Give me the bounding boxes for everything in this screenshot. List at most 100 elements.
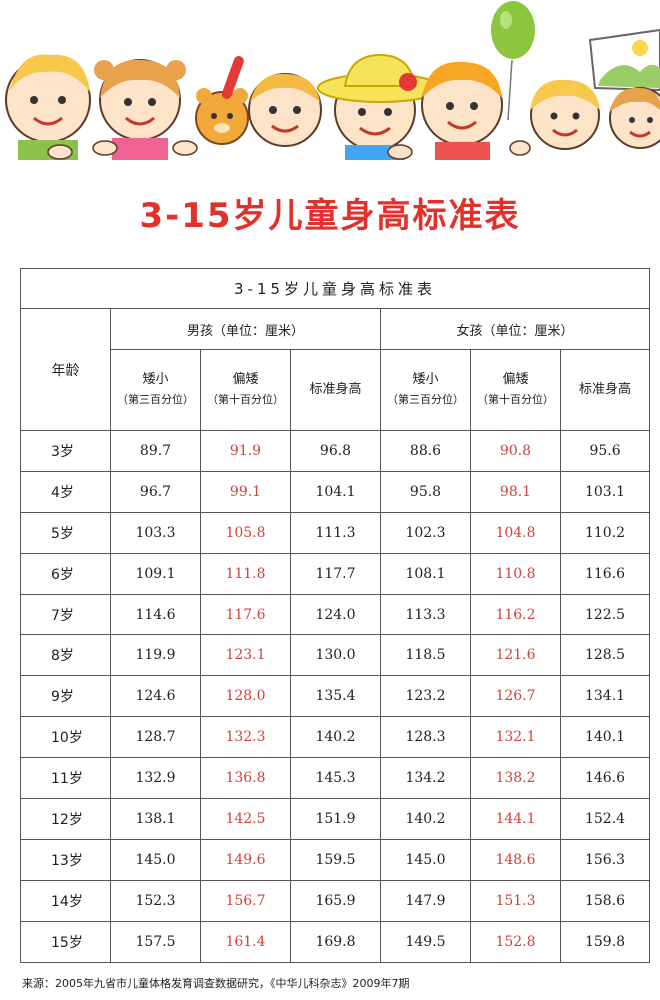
girl-low-cell: 121.6 xyxy=(470,634,561,677)
girl-standard-cell: 110.2 xyxy=(559,511,651,554)
boy-short-cell: 103.3 xyxy=(110,511,201,554)
girl-short-cell: 118.5 xyxy=(380,634,471,677)
age-cell: 7岁 xyxy=(20,593,111,636)
source-note: 来源：2005年九省市儿童体格发育调查数据研究，《中华儿科杂志》2009年7期 xyxy=(22,977,410,990)
girl-standard-cell: 158.6 xyxy=(559,879,651,922)
girls-header: 女孩（单位：厘米） xyxy=(379,308,651,350)
age-header: 年龄 xyxy=(20,308,111,431)
girl-low-cell: 148.6 xyxy=(470,838,561,881)
girl-standard-cell: 140.1 xyxy=(559,716,651,759)
boy-short-cell: 96.7 xyxy=(110,470,201,513)
girl-low-cell: 144.1 xyxy=(470,798,561,840)
girl-short-cell: 102.3 xyxy=(380,511,471,554)
girl-short-cell: 128.3 xyxy=(380,716,471,759)
age-cell: 5岁 xyxy=(20,511,111,554)
boy-low-cell: 111.8 xyxy=(200,552,291,595)
boy-standard-cell: 124.0 xyxy=(290,593,381,636)
boy-standard-cell: 159.5 xyxy=(290,838,381,881)
table-title: 3-15岁儿童身高标准表 xyxy=(19,268,651,309)
table-row: 4岁 96.7 99.1 104.1 95.8 98.1 103.1 xyxy=(20,470,651,513)
girl-standard-cell: 159.8 xyxy=(559,920,651,963)
girl-short-cell: 145.0 xyxy=(380,838,471,881)
girl-low-cell: 126.7 xyxy=(470,675,561,718)
table-row: 9岁 124.6 128.0 135.4 123.2 126.7 134.1 xyxy=(20,675,651,718)
boy-standard-cell: 96.8 xyxy=(290,430,381,472)
girl-low-cell: 138.2 xyxy=(470,757,561,800)
boy-short-cell: 138.1 xyxy=(110,798,201,840)
sun-hat-icon xyxy=(317,53,443,103)
boy-short-cell: 152.3 xyxy=(110,879,201,922)
boy-standard-cell: 169.8 xyxy=(290,920,381,963)
boy-short-cell: 109.1 xyxy=(110,552,201,595)
page-title: 3-15岁儿童身高标准表 xyxy=(139,196,521,236)
boy-standard-cell: 135.4 xyxy=(290,675,381,718)
children-illustration xyxy=(5,1,660,160)
girl-low-cell: 116.2 xyxy=(470,593,561,636)
girl-short-cell: 123.2 xyxy=(380,675,471,718)
boy-low-cell: 123.1 xyxy=(200,634,291,677)
age-cell: 10岁 xyxy=(20,716,111,759)
girl-short-cell: 113.3 xyxy=(380,593,471,636)
girl-low-cell: 98.1 xyxy=(470,470,561,513)
boy-standard-cell: 165.9 xyxy=(290,879,381,922)
kid-face xyxy=(94,59,186,160)
girl-standard-cell: 103.1 xyxy=(559,470,651,513)
age-cell: 14岁 xyxy=(20,879,111,922)
girl-low-cell: 132.1 xyxy=(470,716,561,759)
boy-low-cell: 117.6 xyxy=(200,593,291,636)
boy-low-cell: 91.9 xyxy=(200,430,291,472)
kid-face xyxy=(421,61,503,160)
boys-header: 男孩（单位：厘米） xyxy=(110,308,381,350)
kid-face xyxy=(609,87,660,149)
girl-standard-cell: 156.3 xyxy=(559,838,651,881)
column-header-standard: 标准身高 xyxy=(290,349,381,431)
age-cell: 15岁 xyxy=(20,920,111,963)
kid-face xyxy=(5,54,91,160)
age-cell: 6岁 xyxy=(20,552,111,595)
girl-low-cell: 90.8 xyxy=(470,430,561,472)
boy-short-cell: 89.7 xyxy=(110,430,201,472)
boy-standard-cell: 145.3 xyxy=(290,757,381,800)
boy-short-cell: 124.6 xyxy=(110,675,201,718)
age-cell: 12岁 xyxy=(20,798,111,840)
girl-low-cell: 104.8 xyxy=(470,511,561,554)
table-row: 10岁 128.7 132.3 140.2 128.3 132.1 140.1 xyxy=(20,716,651,759)
column-header-low: 偏矮 （第十百分位） xyxy=(470,349,561,431)
boy-short-cell: 157.5 xyxy=(110,920,201,963)
table-row: 14岁 152.3 156.7 165.9 147.9 151.3 158.6 xyxy=(20,879,651,922)
age-cell: 4岁 xyxy=(20,470,111,513)
boy-standard-cell: 111.3 xyxy=(290,511,381,554)
girl-low-cell: 152.8 xyxy=(470,920,561,963)
boy-low-cell: 149.6 xyxy=(200,838,291,881)
boy-low-cell: 136.8 xyxy=(200,757,291,800)
age-cell: 11岁 xyxy=(20,757,111,800)
girl-short-cell: 140.2 xyxy=(380,798,471,840)
kid-face xyxy=(530,79,600,150)
kid-face xyxy=(317,53,443,160)
balloon-icon xyxy=(491,1,535,121)
boy-short-cell: 128.7 xyxy=(110,716,201,759)
age-cell: 13岁 xyxy=(20,838,111,881)
girl-short-cell: 95.8 xyxy=(380,470,471,513)
boy-low-cell: 161.4 xyxy=(200,920,291,963)
boy-standard-cell: 140.2 xyxy=(290,716,381,759)
table-row: 15岁 157.5 161.4 169.8 149.5 152.8 159.8 xyxy=(20,920,651,963)
boy-standard-cell: 130.0 xyxy=(290,634,381,677)
table-row: 6岁 109.1 111.8 117.7 108.1 110.8 116.6 xyxy=(20,552,651,595)
girl-standard-cell: 95.6 xyxy=(559,430,651,472)
girl-short-cell: 88.6 xyxy=(380,430,471,472)
girl-standard-cell: 128.5 xyxy=(559,634,651,677)
girl-low-cell: 151.3 xyxy=(470,879,561,922)
column-header-standard: 标准身高 xyxy=(559,349,651,431)
column-header-low: 偏矮 （第十百分位） xyxy=(200,349,291,431)
table-row: 13岁 145.0 149.6 159.5 145.0 148.6 156.3 xyxy=(20,838,651,881)
boy-short-cell: 132.9 xyxy=(110,757,201,800)
girl-standard-cell: 116.6 xyxy=(559,552,651,595)
height-standard-table: 3-15岁儿童身高标准表 年龄 男孩（单位：厘米） 女孩（单位：厘米） 矮小 （第… xyxy=(19,268,651,963)
boy-low-cell: 99.1 xyxy=(200,470,291,513)
table-row: 5岁 103.3 105.8 111.3 102.3 104.8 110.2 xyxy=(20,511,651,554)
sign-board-icon xyxy=(588,28,660,92)
girl-short-cell: 134.2 xyxy=(380,757,471,800)
table-row: 3岁 89.7 91.9 96.8 88.6 90.8 95.6 xyxy=(20,430,651,472)
boy-short-cell: 114.6 xyxy=(110,593,201,636)
